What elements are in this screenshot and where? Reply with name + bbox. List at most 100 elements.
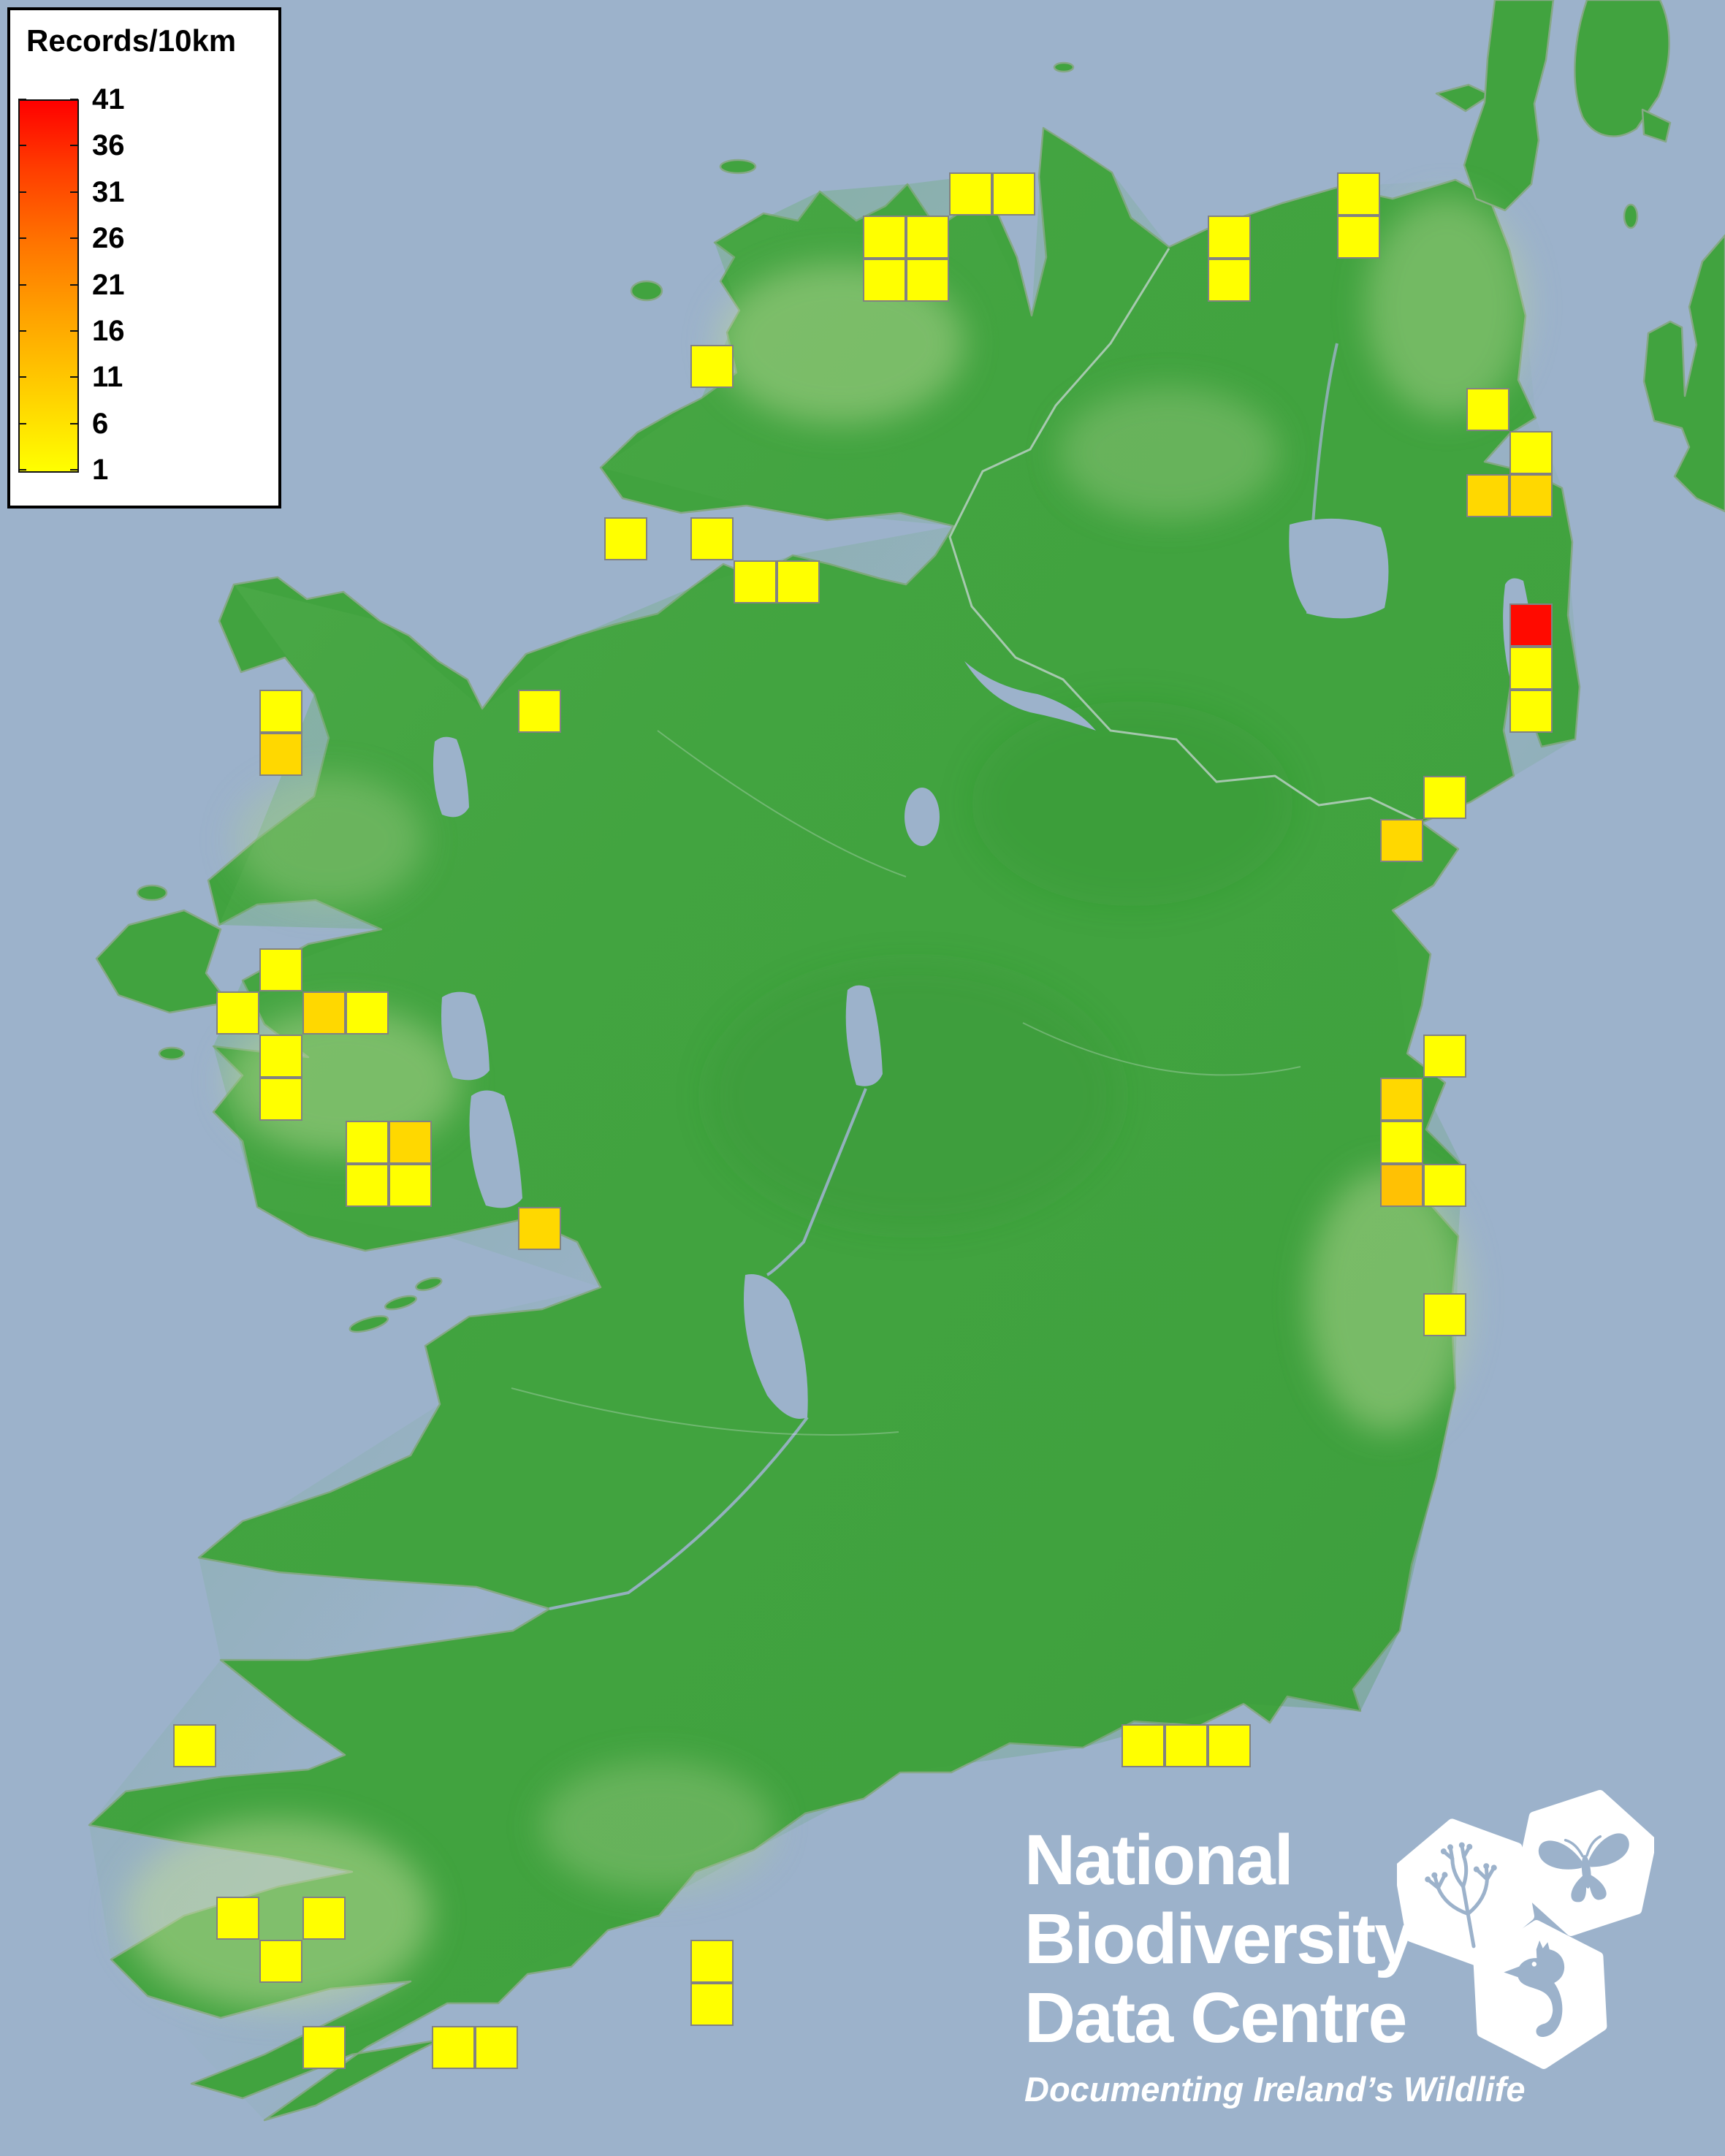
grid-square[interactable] bbox=[1165, 1724, 1208, 1767]
grid-square[interactable] bbox=[216, 1897, 259, 1940]
grid-square[interactable] bbox=[389, 1121, 432, 1164]
grid-square[interactable] bbox=[777, 560, 820, 603]
grid-square[interactable] bbox=[302, 2026, 346, 2069]
grid-square[interactable] bbox=[1423, 776, 1466, 819]
grid-square[interactable] bbox=[690, 517, 734, 560]
nbdc-logo: National Biodiversity Data Centre Docume… bbox=[1024, 1821, 1526, 2109]
grid-square[interactable] bbox=[734, 560, 777, 603]
legend-tick-label: 26 bbox=[92, 222, 125, 255]
grid-square[interactable] bbox=[1466, 474, 1509, 517]
legend-tick-mark bbox=[18, 376, 26, 378]
legend-tick-label: 21 bbox=[92, 268, 125, 301]
grid-square[interactable] bbox=[690, 1983, 734, 2026]
legend-tick-mark bbox=[18, 469, 26, 471]
legend-tick-mark bbox=[70, 283, 78, 286]
lough-neagh bbox=[1289, 518, 1389, 619]
legend-tick-label: 41 bbox=[92, 83, 125, 115]
grid-square[interactable] bbox=[1337, 172, 1380, 216]
legend-tick-mark bbox=[70, 376, 78, 378]
legend-tick-mark bbox=[70, 330, 78, 332]
grid-square[interactable] bbox=[906, 259, 949, 302]
legend-tick-label: 6 bbox=[92, 407, 109, 440]
legend-tick-mark bbox=[18, 237, 26, 240]
legend-tick-mark bbox=[18, 330, 26, 332]
peninsula-kintyre bbox=[1574, 0, 1670, 137]
grid-square[interactable] bbox=[1380, 1078, 1423, 1121]
legend-tick-mark bbox=[18, 191, 26, 193]
logo-line-3: Data Centre bbox=[1024, 1978, 1407, 2057]
legend-tick-mark bbox=[70, 422, 78, 424]
grid-square[interactable] bbox=[863, 216, 906, 259]
grid-square[interactable] bbox=[259, 1940, 302, 1983]
island-inishtrahull bbox=[1053, 61, 1075, 73]
legend-tick-label: 16 bbox=[92, 314, 125, 347]
grid-square[interactable] bbox=[906, 216, 949, 259]
grid-square[interactable] bbox=[949, 172, 992, 216]
grid-square[interactable] bbox=[1380, 1164, 1423, 1207]
grid-square[interactable] bbox=[690, 1940, 734, 1983]
legend-tick-mark bbox=[70, 469, 78, 471]
islands-aran bbox=[349, 1276, 443, 1333]
legend-gradient-bar bbox=[18, 99, 79, 473]
legend-tick-mark bbox=[18, 145, 26, 147]
grid-square[interactable] bbox=[518, 1207, 561, 1250]
grid-square[interactable] bbox=[1509, 690, 1553, 733]
island-inishbofin bbox=[158, 1046, 186, 1061]
legend-tick-mark bbox=[70, 99, 78, 100]
island-tory bbox=[719, 159, 757, 175]
grid-square[interactable] bbox=[604, 517, 647, 560]
butterfly-hexagon-icon bbox=[1512, 1783, 1654, 1943]
grid-square[interactable] bbox=[690, 345, 734, 388]
landmass-scotland bbox=[1463, 0, 1725, 513]
grid-square[interactable] bbox=[1208, 1724, 1251, 1767]
grid-square[interactable] bbox=[1122, 1724, 1165, 1767]
legend-tick-mark bbox=[70, 145, 78, 147]
coast-galloway bbox=[1642, 234, 1725, 513]
grid-square[interactable] bbox=[1509, 431, 1553, 474]
legend-tick-label: 1 bbox=[92, 454, 109, 486]
grid-square[interactable] bbox=[1509, 474, 1553, 517]
grid-square[interactable] bbox=[216, 991, 259, 1035]
grid-square[interactable] bbox=[1509, 647, 1553, 690]
grid-square[interactable] bbox=[1423, 1293, 1466, 1336]
grid-square[interactable] bbox=[259, 1035, 302, 1078]
legend-tick-mark bbox=[18, 283, 26, 286]
grid-square[interactable] bbox=[346, 991, 389, 1035]
grid-square[interactable] bbox=[389, 1164, 432, 1207]
grid-square[interactable] bbox=[1208, 259, 1251, 302]
grid-square[interactable] bbox=[518, 690, 561, 733]
grid-square[interactable] bbox=[1466, 388, 1509, 431]
lough-corrib bbox=[469, 1090, 522, 1208]
grid-square[interactable] bbox=[1380, 1121, 1423, 1164]
grid-square[interactable] bbox=[1423, 1035, 1466, 1078]
grid-square[interactable] bbox=[259, 1078, 302, 1121]
grid-square[interactable] bbox=[1208, 216, 1251, 259]
grid-square[interactable] bbox=[259, 948, 302, 991]
legend-tick-mark bbox=[18, 99, 26, 100]
grid-square[interactable] bbox=[992, 172, 1035, 216]
logo-hexagons bbox=[1397, 1783, 1654, 2069]
grid-square[interactable] bbox=[1423, 1164, 1466, 1207]
grid-square[interactable] bbox=[302, 991, 346, 1035]
island-arranmore bbox=[630, 280, 663, 302]
seahorse-hexagon-icon bbox=[1477, 1922, 1604, 2067]
grid-square[interactable] bbox=[863, 259, 906, 302]
grid-square[interactable] bbox=[475, 2026, 518, 2069]
legend-tick-label: 11 bbox=[92, 361, 123, 394]
grid-square[interactable] bbox=[302, 1897, 346, 1940]
grid-square[interactable] bbox=[1509, 603, 1553, 647]
grid-square[interactable] bbox=[1380, 819, 1423, 862]
lough-derg bbox=[744, 1274, 808, 1419]
grid-square[interactable] bbox=[346, 1164, 389, 1207]
legend-tick-label: 36 bbox=[92, 129, 125, 162]
grid-square[interactable] bbox=[173, 1724, 216, 1767]
boundary-lines bbox=[511, 248, 1423, 1610]
grid-square[interactable] bbox=[1337, 216, 1380, 259]
legend-tick-mark bbox=[70, 191, 78, 193]
grid-square[interactable] bbox=[432, 2026, 475, 2069]
grid-square[interactable] bbox=[259, 690, 302, 733]
grid-square[interactable] bbox=[346, 1121, 389, 1164]
island-clare bbox=[136, 884, 168, 902]
grid-square[interactable] bbox=[259, 733, 302, 776]
